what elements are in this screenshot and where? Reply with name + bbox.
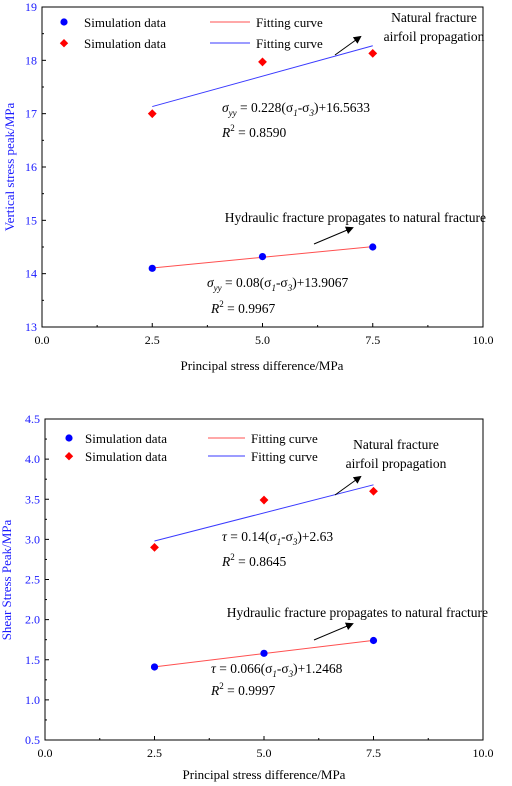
- x-axis-label: Principal stress difference/MPa: [181, 358, 344, 373]
- equation-upper: σyy = 0.228(σ1-σ3)+16.5633: [222, 100, 370, 118]
- fit-line: [152, 45, 373, 108]
- x-axis-ticks: 0.0 2.5 5.0 7.5 10.0: [35, 323, 494, 347]
- equation-upper: τ = 0.14(σ1-σ3)+2.63: [222, 529, 333, 547]
- y-tick-label: 17: [25, 107, 37, 121]
- y-tick-label: 3.5: [25, 492, 40, 506]
- annotation-upper-line2: airfoil propagation: [384, 29, 485, 44]
- x-tick-label: 10.0: [473, 333, 494, 347]
- y-tick-label: 18: [25, 53, 37, 67]
- y-tick-label: 1.5: [25, 653, 40, 667]
- x-tick-label: 2.5: [145, 333, 160, 347]
- data-point-diamond: [369, 486, 378, 496]
- r-squared-upper: R2 = 0.8590: [221, 123, 286, 140]
- data-point-circle: [258, 253, 267, 261]
- y-tick-label: 16: [25, 160, 37, 174]
- x-axis-label: Principal stress difference/MPa: [183, 767, 346, 782]
- shear-stress-chart: 0.5 1.0 1.5 2.0 2.5 3.0 3.5 4.0 4.5 0.0 2.5 5.0 7.5…: [0, 412, 494, 782]
- annotation-arrow: [313, 622, 354, 641]
- data-points: [147, 49, 378, 272]
- data-point-circle: [150, 663, 159, 671]
- x-tick-label: 5.0: [255, 333, 270, 347]
- y-axis-ticks: 13 14 15 16 17 18 19: [25, 0, 46, 334]
- annotation-upper-line1: Natural fracture: [353, 437, 439, 452]
- r-squared-lower: R2 = 0.9967: [210, 299, 275, 316]
- data-point-circle: [148, 264, 156, 272]
- data-point-diamond: [258, 57, 267, 67]
- data-point-diamond: [147, 109, 157, 119]
- y-tick-label: 14: [25, 267, 37, 281]
- x-tick-label: 10.0: [473, 746, 494, 760]
- y-tick-label: 15: [25, 213, 37, 227]
- y-tick-label: 4.5: [25, 412, 40, 426]
- fit-lines: [154, 484, 374, 668]
- r-squared-lower: R2 = 0.9997: [210, 681, 275, 698]
- y-tick-label: 2.0: [25, 613, 40, 627]
- x-tick-label: 0.0: [38, 746, 53, 760]
- y-tick-label: 2.5: [25, 573, 40, 587]
- data-point-diamond: [259, 495, 269, 505]
- fit-lines: [152, 45, 373, 269]
- x-tick-label: 7.5: [365, 333, 380, 347]
- vertical-stress-chart: 13 14 15 16 17 18 19 0.0 2.5 5.0 7.5 10.0 Vertical…: [2, 0, 494, 373]
- legend-label: Simulation data: [84, 15, 166, 30]
- annotation-arrow: [334, 475, 362, 496]
- y-axis-label: Vertical stress peak/MPa: [2, 103, 17, 232]
- annotation-upper-line1: Natural fracture: [391, 10, 477, 25]
- data-point-diamond: [150, 543, 159, 552]
- annotation-arrow: [334, 35, 362, 56]
- legend-label: Simulation data: [85, 431, 167, 446]
- legend-marker-diamond: [59, 39, 69, 48]
- annotation-arrow: [313, 226, 354, 245]
- legend-label: Simulation data: [85, 449, 167, 464]
- legend-label: Fitting curve: [251, 449, 318, 464]
- data-point-circle: [369, 243, 377, 251]
- x-tick-label: 5.0: [257, 746, 272, 760]
- y-tick-label: 0.5: [25, 733, 40, 747]
- data-point-diamond: [368, 49, 378, 58]
- annotation-lower: Hydraulic fracture propagates to natural…: [225, 210, 486, 225]
- y-axis-label: Shear Stress Peak/MPa: [0, 519, 14, 640]
- y-tick-label: 3.0: [25, 532, 40, 546]
- legend-marker-circle: [65, 434, 73, 442]
- r-squared-upper: R2 = 0.8645: [221, 552, 286, 569]
- equation-lower: τ = 0.066(σ1-σ3)+1.2468: [211, 661, 343, 679]
- x-tick-label: 0.0: [35, 333, 50, 347]
- y-tick-label: 1.0: [25, 693, 40, 707]
- annotation-upper-line2: airfoil propagation: [346, 456, 447, 471]
- data-point-circle: [369, 636, 378, 645]
- x-tick-label: 7.5: [366, 746, 381, 760]
- legend-label: Fitting curve: [256, 15, 323, 30]
- x-tick-label: 2.5: [147, 746, 162, 760]
- y-axis-ticks: 0.5 1.0 1.5 2.0 2.5 3.0 3.5 4.0 4.5: [25, 412, 49, 747]
- legend: Simulation data Fitting curve Simulation…: [59, 15, 323, 51]
- legend-label: Fitting curve: [251, 431, 318, 446]
- data-points: [150, 486, 378, 671]
- y-tick-label: 19: [25, 0, 37, 14]
- y-tick-label: 4.0: [25, 452, 40, 466]
- legend-label: Simulation data: [84, 36, 166, 51]
- data-point-circle: [260, 649, 268, 657]
- x-axis-ticks: 0.0 2.5 5.0 7.5 10.0: [38, 736, 494, 760]
- equation-lower: σyy = 0.08(σ1-σ3)+13.9067: [207, 275, 348, 293]
- legend: Simulation data Fitting curve Simulation…: [64, 431, 318, 464]
- legend-label: Fitting curve: [256, 36, 323, 51]
- legend-marker-circle: [60, 18, 68, 26]
- legend-marker-diamond: [64, 452, 74, 461]
- y-tick-label: 13: [25, 320, 37, 334]
- annotation-lower: Hydraulic fracture propagates to natural…: [227, 605, 488, 620]
